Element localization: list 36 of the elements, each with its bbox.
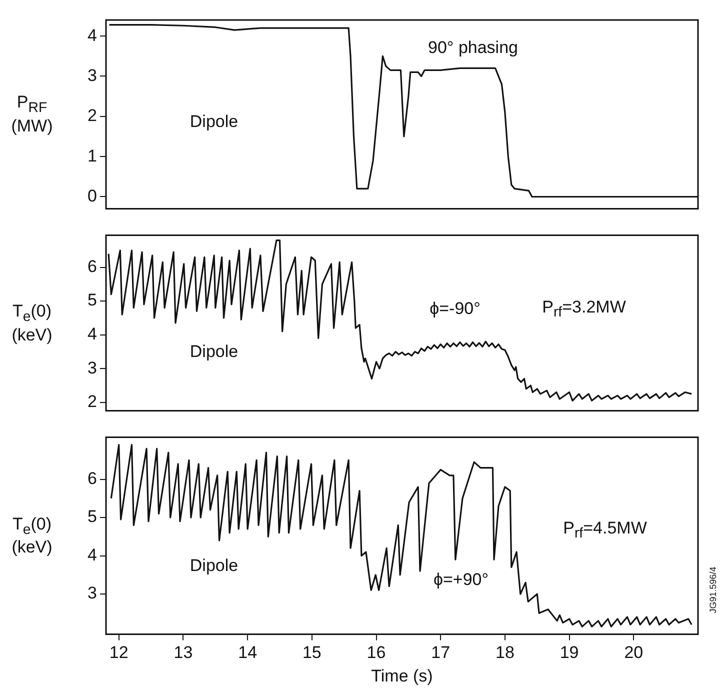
x-tick-label: 18 xyxy=(495,643,514,662)
annotation: 90° phasing xyxy=(428,38,518,58)
annotation: Dipole xyxy=(190,112,238,132)
y-tick-label: 3 xyxy=(88,584,97,603)
y-tick-label: 2 xyxy=(88,392,97,412)
y-tick-label: 3 xyxy=(88,358,97,378)
text: JG91.596/4 xyxy=(708,566,718,614)
y-tick-label: 5 xyxy=(88,290,97,310)
x-tick-label: 14 xyxy=(238,643,258,662)
y-tick-label: 6 xyxy=(88,468,97,488)
x-tick-label: 17 xyxy=(431,643,450,662)
y-tick-label: 2 xyxy=(88,106,97,126)
annotation: ϕ=-90° xyxy=(430,299,480,319)
y-tick-label: 4 xyxy=(88,324,97,344)
y-tick-label: 4 xyxy=(88,26,97,45)
annotation: ϕ=+90° xyxy=(433,570,489,590)
y-tick-label: 5 xyxy=(88,507,97,526)
x-tick-label: 13 xyxy=(174,643,193,662)
x-tick-label: 12 xyxy=(109,643,128,662)
x-axis-title: Time (s) xyxy=(371,666,433,686)
annotation: Dipole xyxy=(190,342,238,362)
y-axis-title: T$_{e}$(0) (keV) xyxy=(10,514,54,558)
y-tick-label: 4 xyxy=(88,545,97,564)
x-tick-label: 20 xyxy=(624,643,644,662)
x-tick-label: 15 xyxy=(302,643,322,662)
y-axis-title: T$_{e}$(0) (keV) xyxy=(10,301,54,345)
y-tick-label: 6 xyxy=(88,256,97,276)
annotation: P$_{rf}$=3.2MW xyxy=(542,297,626,321)
y-tick-label: 0 xyxy=(88,186,97,206)
x-tick-label: 19 xyxy=(560,643,579,662)
annotation: P$_{rf}$=4.5MW xyxy=(563,518,647,542)
y-axis-title: P$_{RF}$ (MW) xyxy=(10,92,54,136)
y-tick-label: 3 xyxy=(88,66,97,85)
x-tick-label: 16 xyxy=(366,643,386,662)
annotation: Dipole xyxy=(190,556,238,576)
y-tick-label: 1 xyxy=(88,146,97,166)
